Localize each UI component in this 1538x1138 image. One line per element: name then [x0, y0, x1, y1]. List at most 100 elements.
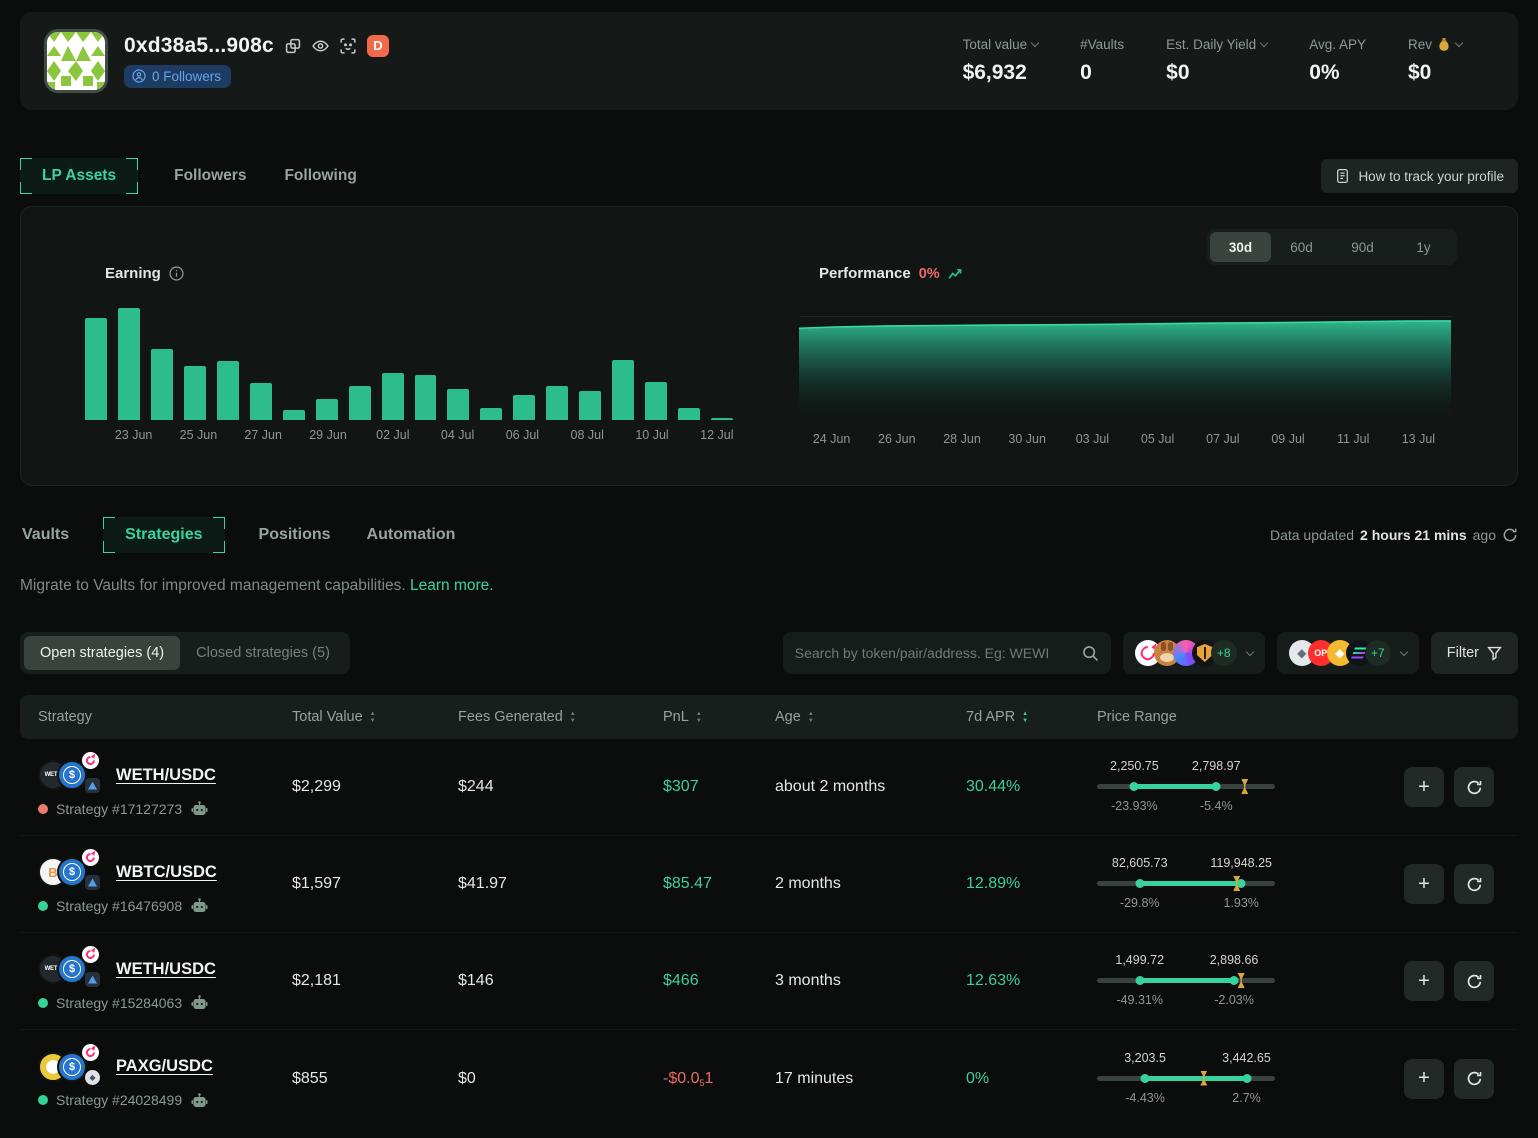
- add-liquidity-button[interactable]: +: [1404, 864, 1444, 904]
- copy-address-icon[interactable]: [285, 38, 301, 54]
- chevron-down-icon: [1455, 39, 1463, 47]
- profile-header: 0xd38a5...908c D 0 Followers Total value…: [20, 12, 1518, 110]
- refresh-icon[interactable]: [1502, 527, 1518, 543]
- total-value-dropdown[interactable]: Total value: [963, 37, 1039, 52]
- wallet-address: 0xd38a5...908c: [124, 34, 274, 58]
- tab-strategies[interactable]: Strategies: [103, 517, 224, 553]
- performance-area-svg: [799, 310, 1451, 424]
- col-age[interactable]: Age▲▼: [775, 709, 966, 725]
- watch-icon[interactable]: [312, 39, 329, 53]
- range-low-price: 2,250.75: [1110, 759, 1159, 773]
- daily-yield-dropdown[interactable]: Est. Daily Yield: [1166, 37, 1267, 52]
- tab-automation[interactable]: Automation: [365, 517, 458, 553]
- strategy-id: Strategy #16476908: [56, 898, 182, 914]
- rebalance-button[interactable]: [1454, 864, 1494, 904]
- range-30d[interactable]: 30d: [1210, 232, 1271, 262]
- pair-link[interactable]: WBTC/USDC: [116, 863, 217, 882]
- stat-total-value: Total value $6,932: [963, 37, 1039, 85]
- current-price-marker: [1241, 779, 1248, 794]
- tab-followers[interactable]: Followers: [172, 158, 248, 194]
- followers-count: 0 Followers: [152, 69, 221, 84]
- followers-badge[interactable]: 0 Followers: [124, 65, 231, 88]
- tab-lp-assets[interactable]: LP Assets: [20, 158, 138, 194]
- fees-cell: $0: [458, 1070, 663, 1088]
- range-track: [1097, 881, 1275, 886]
- earning-bar: [118, 308, 140, 420]
- earning-bar: [546, 386, 568, 420]
- search-input[interactable]: [795, 645, 1074, 661]
- pair-link[interactable]: PAXG/USDC: [116, 1057, 213, 1076]
- table-row: $ ◆ PAXG/USDC Strategy #24028499 $855 $0…: [20, 1030, 1518, 1127]
- add-liquidity-button[interactable]: +: [1404, 767, 1444, 807]
- rev-dropdown[interactable]: Rev: [1408, 37, 1462, 52]
- range-low-dot: [1135, 976, 1144, 985]
- automation-robot-icon: [190, 994, 209, 1011]
- add-liquidity-button[interactable]: +: [1404, 961, 1444, 1001]
- apr-value: 12.63%: [966, 972, 1097, 990]
- col-fees[interactable]: Fees Generated▲▼: [458, 709, 663, 725]
- col-strategy: Strategy: [38, 709, 292, 725]
- col-pnl[interactable]: PnL▲▼: [663, 709, 775, 725]
- protocol-filter-chip[interactable]: +8: [1123, 632, 1265, 674]
- performance-value: 0%: [919, 266, 940, 282]
- pnl-value: $307: [663, 778, 775, 796]
- learn-more-link[interactable]: Learn more.: [410, 577, 494, 594]
- debank-icon[interactable]: D: [367, 35, 389, 57]
- range-1y[interactable]: 1y: [1393, 232, 1454, 262]
- vaults-count: 0: [1080, 61, 1124, 85]
- performance-x-labels: 24 Jun26 Jun28 Jun30 Jun03 Jul05 Jul07 J…: [799, 432, 1451, 450]
- performance-chart: Performance 0% 24 Jun26 Jun28 Jun30 Jun0…: [799, 265, 1451, 450]
- earning-bar: [447, 389, 469, 420]
- apr-value: 30.44%: [966, 778, 1097, 796]
- sort-icon-active: ▲▼: [1022, 711, 1028, 724]
- closed-strategies-button[interactable]: Closed strategies (5): [180, 636, 346, 670]
- status-dot: [38, 804, 48, 814]
- profile-tabs: LP Assets Followers Following How to tra…: [20, 156, 1518, 196]
- price-range: 82,605.73 119,948.25 -29.8% 1.93%: [1097, 856, 1275, 912]
- tab-following[interactable]: Following: [282, 158, 358, 194]
- chevron-down-icon: [1246, 647, 1254, 655]
- range-90d[interactable]: 90d: [1332, 232, 1393, 262]
- avg-apy-value: 0%: [1309, 61, 1366, 85]
- how-to-track-button[interactable]: How to track your profile: [1321, 159, 1518, 193]
- range-60d[interactable]: 60d: [1271, 232, 1332, 262]
- earning-bar: [711, 418, 733, 420]
- token-pair-icons: B $: [38, 854, 104, 890]
- open-strategies-button[interactable]: Open strategies (4): [24, 636, 180, 670]
- age-cell: 17 minutes: [775, 1070, 966, 1088]
- tab-vaults[interactable]: Vaults: [20, 517, 71, 553]
- earning-bar: [151, 349, 173, 420]
- apr-value: 0%: [966, 1070, 1097, 1088]
- range-low-percent: -23.93%: [1111, 799, 1158, 813]
- price-range: 1,499.72 2,898.66 -49.31% -2.03%: [1097, 953, 1275, 1009]
- range-high-dot: [1230, 976, 1239, 985]
- range-high-dot: [1242, 1074, 1251, 1083]
- info-icon[interactable]: [169, 266, 184, 281]
- stat-vaults: #Vaults 0: [1080, 37, 1124, 85]
- col-7d-apr[interactable]: 7d APR▲▼: [966, 709, 1097, 725]
- earning-bar: [283, 410, 305, 420]
- rebalance-button[interactable]: [1454, 961, 1494, 1001]
- strategy-state-toggle: Open strategies (4) Closed strategies (5…: [20, 632, 350, 674]
- chevron-down-icon: [1260, 39, 1268, 47]
- pair-link[interactable]: WETH/USDC: [116, 960, 216, 979]
- add-liquidity-button[interactable]: +: [1404, 1059, 1444, 1099]
- rebalance-button[interactable]: [1454, 1059, 1494, 1099]
- strategy-id: Strategy #24028499: [56, 1092, 182, 1108]
- scan-qr-icon[interactable]: [340, 38, 356, 54]
- strategies-table: WETH $ WETH/USDC Strategy #17127273 $2,2…: [20, 739, 1518, 1127]
- migrate-notice: Migrate to Vaults for improved managemen…: [20, 577, 1518, 595]
- filter-button[interactable]: Filter: [1431, 632, 1518, 674]
- range-low-dot: [1135, 879, 1144, 888]
- fees-cell: $244: [458, 778, 663, 796]
- rebalance-button[interactable]: [1454, 767, 1494, 807]
- tab-positions[interactable]: Positions: [257, 517, 333, 553]
- pnl-value: $85.47: [663, 875, 775, 893]
- total-value-cell: $2,181: [292, 972, 458, 990]
- col-total-value[interactable]: Total Value▲▼: [292, 709, 458, 725]
- table-header: Strategy Total Value▲▼ Fees Generated▲▼ …: [20, 695, 1518, 739]
- chain-filter-chip[interactable]: ◆ OP ◆ +7: [1277, 632, 1419, 674]
- strategy-controls: Open strategies (4) Closed strategies (5…: [20, 632, 1518, 674]
- pair-link[interactable]: WETH/USDC: [116, 766, 216, 785]
- total-value: $6,932: [963, 61, 1039, 85]
